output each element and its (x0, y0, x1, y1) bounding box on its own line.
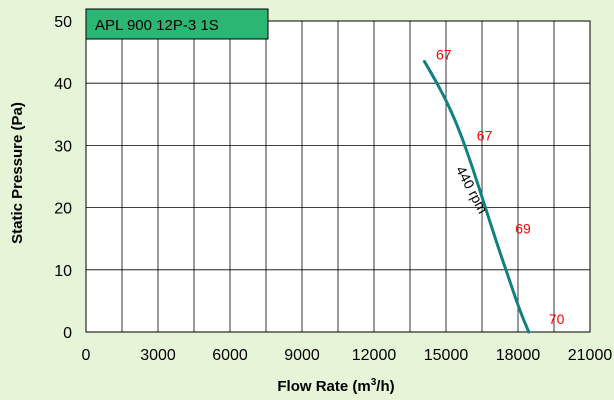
x-tick-label: 3000 (140, 347, 176, 364)
chart-title: APL 900 12P-3 1S (95, 17, 219, 34)
title-box-background (85, 8, 269, 40)
y-tick-label: 20 (54, 201, 72, 218)
y-axis-title: Static Pressure (Pa) (9, 102, 26, 244)
chart-title-box: APL 900 12P-3 1S (85, 8, 269, 40)
plot-border (85, 20, 591, 333)
noise-level-label: 67 (436, 46, 452, 62)
annotation-layer: 67 67 69 70 (436, 46, 565, 326)
noise-level-label: 69 (515, 221, 531, 237)
noise-level-label: 70 (549, 311, 565, 327)
x-axis-title: Flow Rate (m3/h) (277, 377, 394, 395)
noise-level-label: 67 (477, 127, 493, 143)
series-curve (422, 59, 531, 334)
x-tick-label: 9000 (284, 347, 320, 364)
x-tick-label: 15000 (424, 347, 469, 364)
y-axis-ticks: 0 10 20 30 40 50 (54, 14, 72, 342)
y-tick-label: 10 (54, 263, 72, 280)
grid-lines (86, 21, 590, 332)
y-tick-label: 50 (54, 14, 72, 31)
x-axis-ticks: 0 3000 6000 9000 12000 15000 18000 21000 (82, 347, 613, 364)
y-tick-label: 30 (54, 138, 72, 155)
x-tick-label: 18000 (496, 347, 541, 364)
x-tick-label: 6000 (212, 347, 248, 364)
y-tick-label: 0 (63, 325, 72, 342)
x-tick-label: 12000 (352, 347, 397, 364)
x-tick-label: 21000 (568, 347, 613, 364)
x-tick-label: 0 (82, 347, 91, 364)
y-tick-label: 40 (54, 76, 72, 93)
